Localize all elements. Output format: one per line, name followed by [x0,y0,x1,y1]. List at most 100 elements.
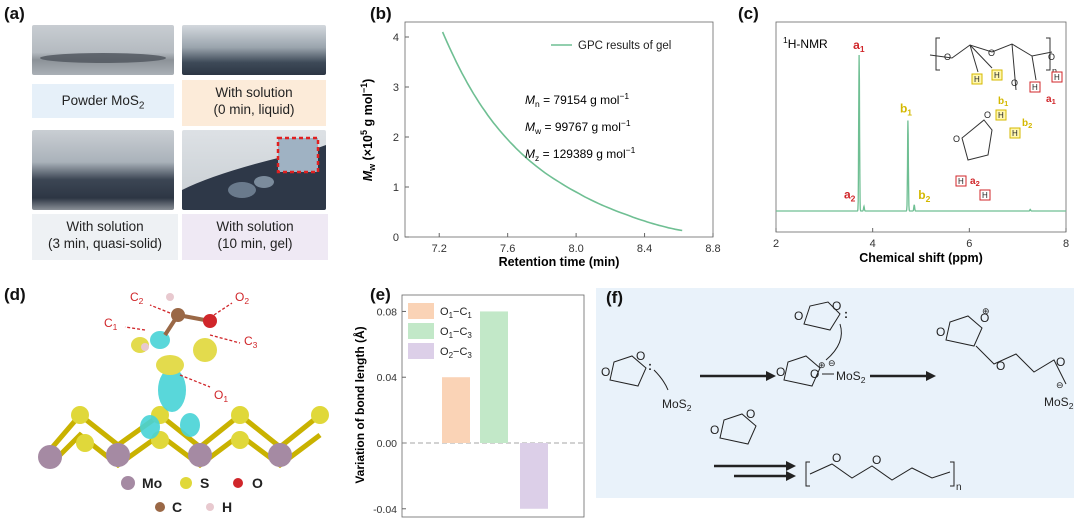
structure-h-boxes: H H H H H H H H [955,69,1063,201]
panel-f: (f) O O : MoS2 O O : O O ⊕ ⊖ MoS2 O O ⊕ O O ⊖ [596,288,1074,498]
legend-swatch-c [155,502,165,512]
bar-ytick-label: 0.08 [377,306,398,318]
caption-powder-mos2: Powder MoS2 [32,84,174,118]
svg-text:⊖: ⊖ [1056,380,1064,390]
svg-text:⊕: ⊕ [818,360,826,370]
polymer-repeat-n: n [956,482,962,493]
bar-ytick-label: -0.04 [373,504,397,516]
gpc-ylabel: Mw (×105 g mol−1) [359,79,377,182]
gpc-xtick-label: 8.0 [568,243,583,255]
gpc-ytick-label: 3 [393,82,399,94]
svg-text:H: H [1012,129,1018,138]
dft-structure: C2 O2 C1 C3 O1 Mo S O C H [38,290,329,515]
photo-solution-quasi-solid [32,130,174,210]
svg-text:O: O [636,349,645,363]
svg-text::: : [648,359,652,373]
peak-label-b2: b2 [918,188,930,204]
polymer-structure [929,37,1053,161]
legend-label-o: O [252,475,263,491]
structure-atoms: O O O O O O [944,48,1055,144]
structure-label-a2: a2 [970,176,980,188]
svg-text::: : [844,307,848,321]
structure-label-b1: b1 [998,96,1008,108]
legend-label-h: H [222,499,232,515]
legend-label-mo: Mo [142,475,162,491]
panel-label-c: (c) [738,4,759,23]
ring-1 [609,355,647,387]
svg-text:O: O [944,52,951,62]
panel-e: (e) -0.04 0.00 0.04 0.08 O1−C1 O1−C3 O2−C3 … [350,275,590,525]
gpc-axes-frame [404,21,714,238]
caption-solution-quasi-solid: With solution (3 min, quasi-solid) [32,214,178,260]
peak-label-a1: a1 [853,38,865,54]
nmr-chart: 2 4 6 8 1H-NMR a1 a2 b1 b2 O O O O O O n H H H… [773,21,1069,265]
nmr-spectrum-line [776,54,1066,212]
svg-text:O: O [1048,52,1055,62]
dioxolane-molecule [141,293,217,351]
panel-label-b: (b) [370,4,392,23]
svg-text:O: O [746,407,755,421]
photo-solution-liquid [182,25,326,75]
mos2-layer [38,406,329,469]
svg-text:H: H [998,111,1004,120]
bond-arrows [124,302,241,388]
svg-text:H: H [1032,83,1038,92]
gpc-stat-mz: Mz = 129389 g mol−1 [525,145,636,163]
caption-solution-liquid: With solution (0 min, liquid) [182,80,326,126]
svg-text:O: O [710,423,719,437]
bar-O2−C3 [520,443,548,509]
photo-solution-gel [182,130,326,210]
svg-text:O: O [601,365,610,379]
mos2-label-3: MoS2 [1044,395,1074,411]
caption-solution-gel: With solution (10 min, gel) [182,214,328,260]
gpc-xlabel: Retention time (min) [499,255,620,269]
svg-text:O: O [980,311,989,325]
nmr-xtick-label: 2 [773,238,779,250]
structure-repeat-n: n [1052,66,1057,76]
svg-text:O: O [1056,355,1065,369]
svg-text:O: O [936,325,945,339]
svg-text:O: O [988,48,995,58]
gpc-xtick-label: 8.4 [637,243,652,255]
svg-text:H: H [974,75,980,84]
bar-ytick-label: 0.00 [377,438,398,450]
gpc-series-line [441,31,683,232]
nmr-xlabel: Chemical shift (ppm) [859,251,983,265]
svg-text:O: O [872,453,881,467]
label-c1: C1 [104,316,118,332]
panel-label-f: (f) [606,288,623,307]
legend-swatch-o1c3 [408,323,434,339]
peak-label-b1: b1 [900,102,912,118]
gpc-ytick-label: 2 [393,132,399,144]
legend-label-o1c1: O1−C1 [440,306,472,320]
panel-d: (d) [0,275,350,525]
bar-legend: O1−C1 O1−C3 O2−C3 [408,303,472,360]
label-o1: O1 [214,388,228,404]
svg-text:O: O [996,359,1005,373]
panel-c: (c) 2 4 6 8 1H-NMR a1 a2 b1 b2 O O O O O O n H… [730,0,1080,275]
legend-swatch-h [206,503,214,511]
bar-O1−C3 [480,311,508,443]
ring-3 [945,315,1067,385]
bar-ytick-label: 0.04 [377,372,398,384]
nmr-xtick-label: 4 [870,238,876,250]
svg-text:O: O [810,367,819,381]
curved-arrow-1 [653,369,669,391]
bar-axes-frame [401,294,585,518]
svg-text:H: H [994,71,1000,80]
svg-text:O: O [794,309,803,323]
svg-text:H: H [958,177,964,186]
svg-text:⊕: ⊕ [982,306,990,316]
legend-label-o2c3: O2−C3 [440,346,472,360]
label-c3: C3 [244,334,258,350]
legend-swatch-s [180,477,192,489]
svg-text:O: O [984,110,991,120]
mos2-label-2: MoS2 [836,369,866,385]
legend-swatch-o1c1 [408,303,434,319]
photo-powder-mos2 [32,25,174,75]
gpc-stat-mw: Mw = 99767 g mol−1 [525,118,631,136]
polymer-product [805,461,955,487]
panel-b: (b) 7.2 7.6 8.0 8.4 8.8 0 1 2 3 4 GPC results of… [350,0,730,275]
bar-O1−C1 [442,377,470,443]
svg-text:O: O [1011,78,1018,88]
